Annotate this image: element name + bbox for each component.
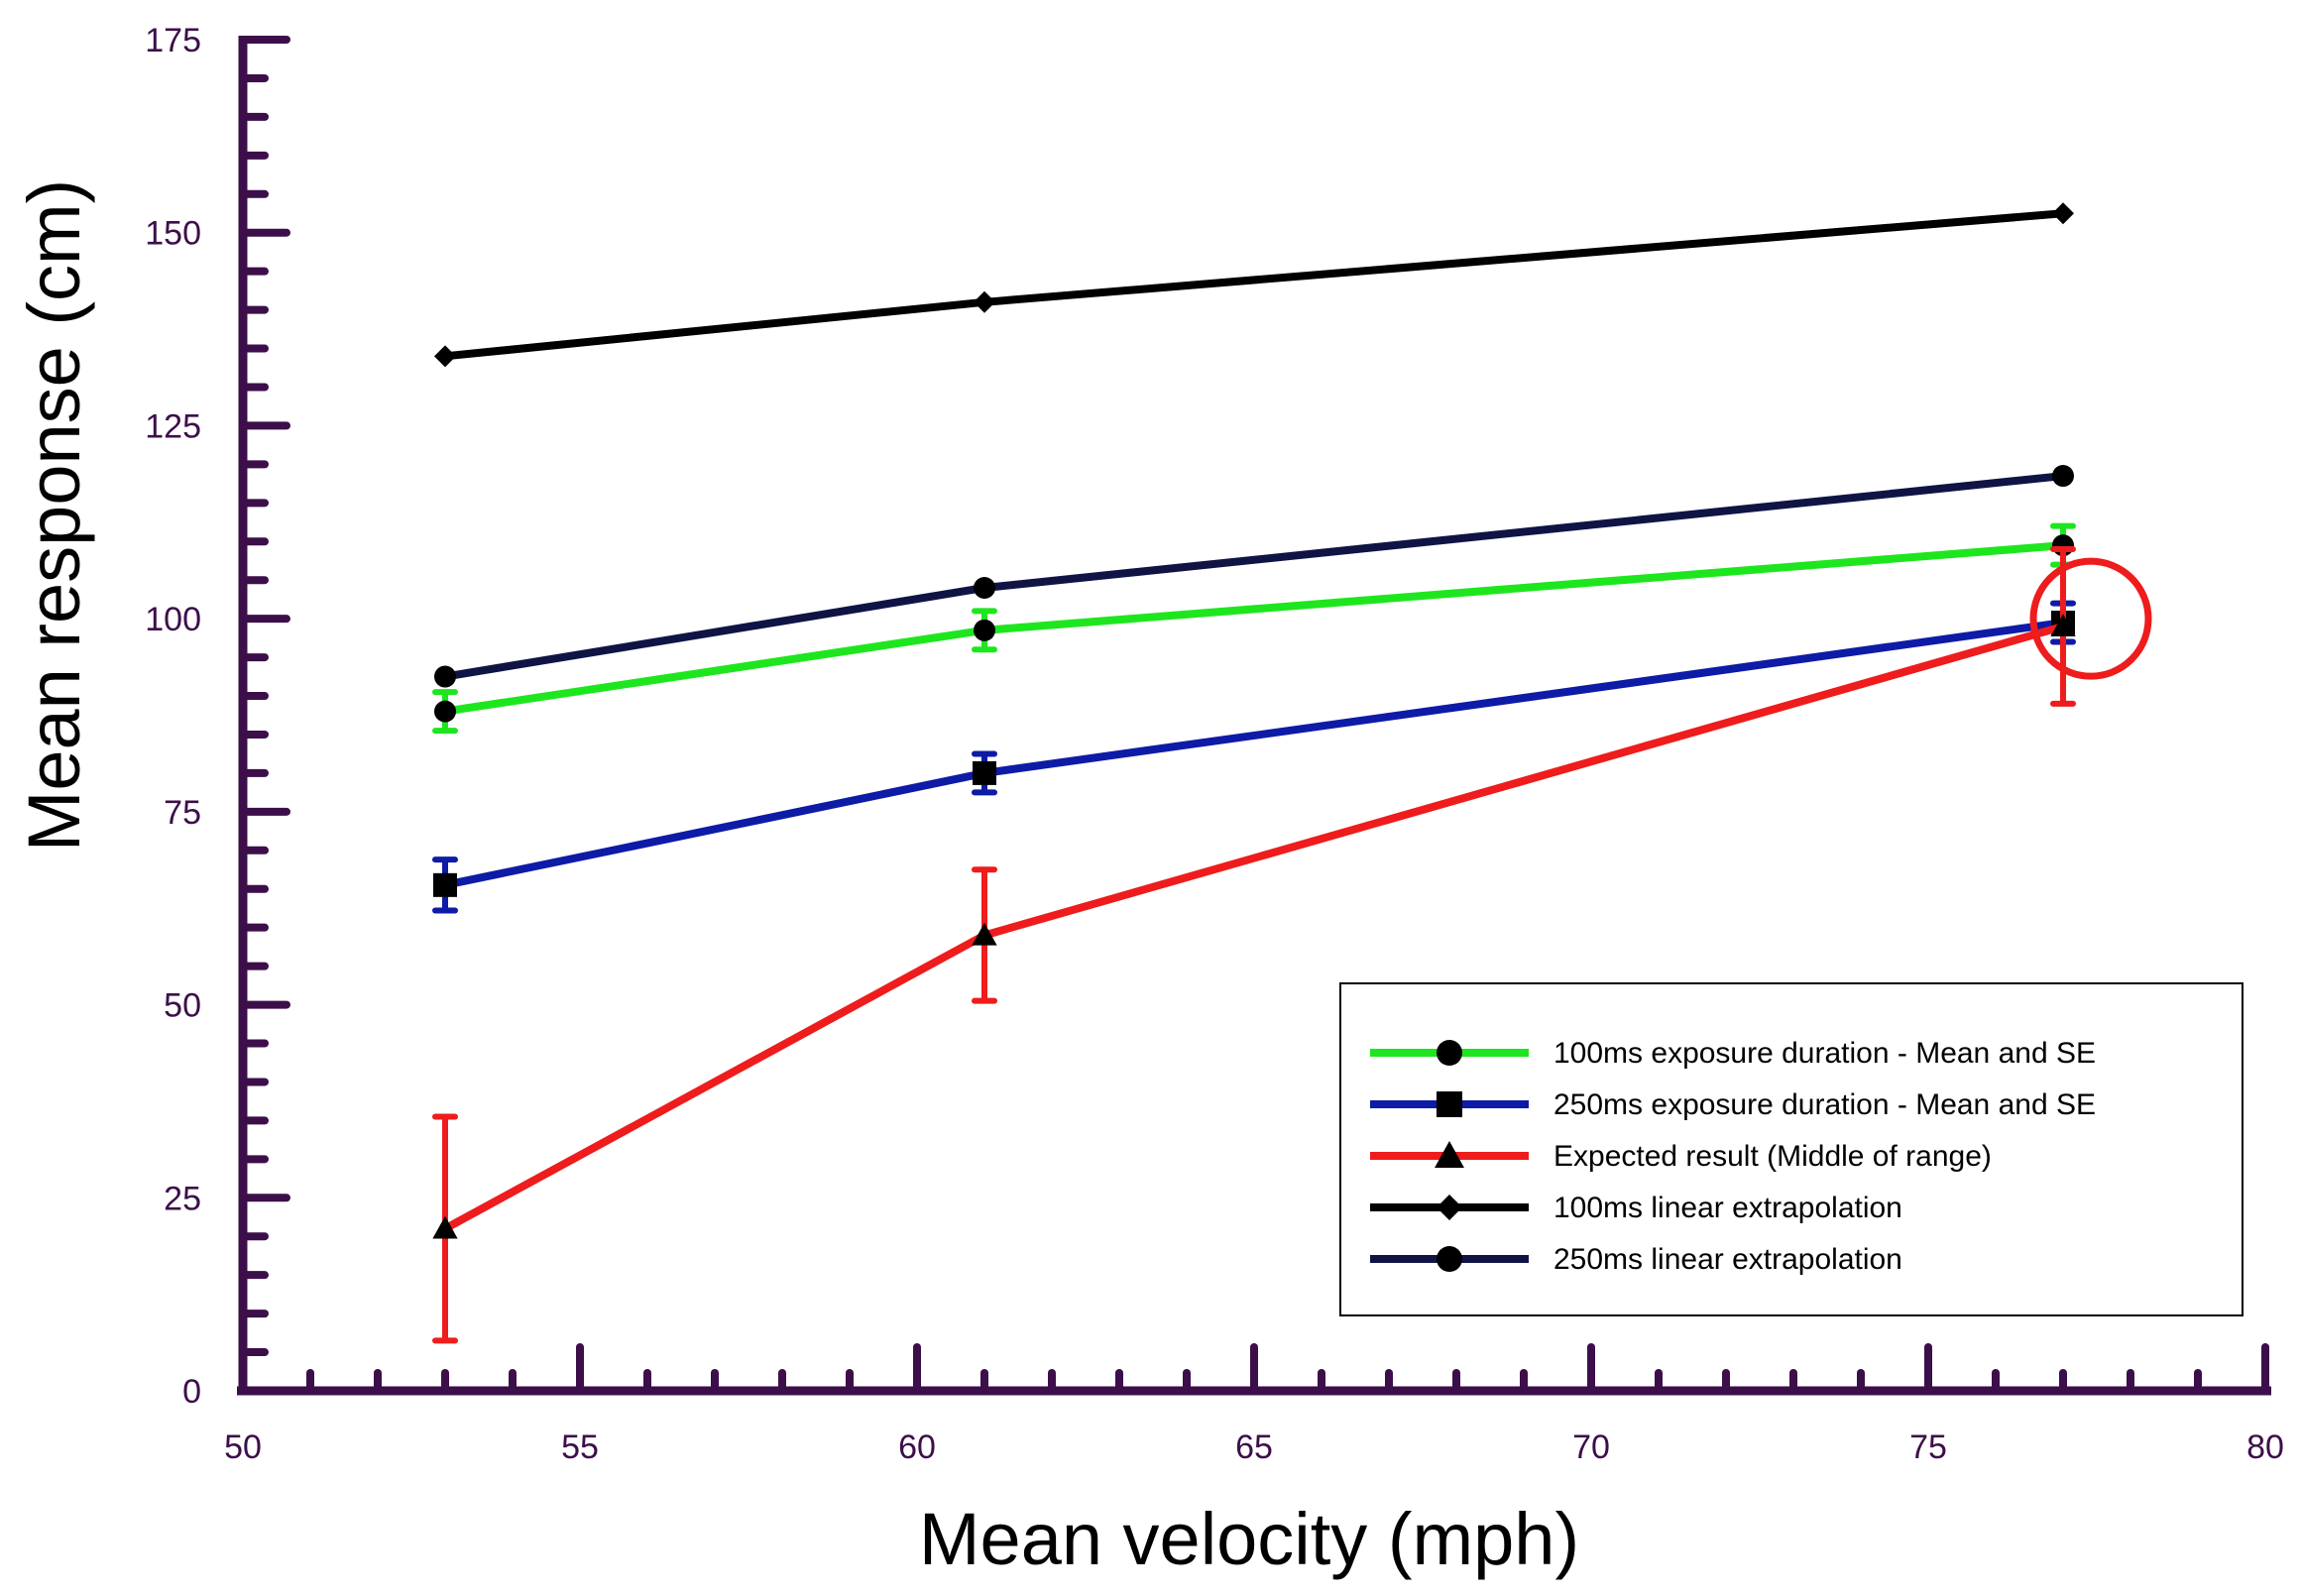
data-point	[2050, 614, 2076, 637]
data-point	[973, 760, 996, 785]
data-point	[2052, 465, 2074, 488]
y-tick-label: 100	[145, 601, 201, 638]
x-tick-label: 75	[1909, 1428, 1947, 1466]
x-tick-label: 60	[898, 1428, 936, 1466]
highlight-circle	[2029, 557, 2152, 680]
series-line	[444, 541, 2064, 716]
x-tick-label: 55	[561, 1428, 599, 1466]
legend-label: 250ms linear extrapolation	[1553, 1243, 1902, 1276]
series-line	[444, 619, 2064, 889]
x-axis: 50 55 60 65 70 75 80	[224, 1343, 2284, 1466]
legend-marker	[1435, 1141, 1464, 1168]
legend-marker	[1437, 1195, 1462, 1220]
annotation-layer	[2029, 557, 2152, 680]
legend-item: 250ms linear extrapolation	[1370, 1243, 1902, 1276]
series-4	[434, 202, 2074, 368]
y-tick-label: 0	[182, 1373, 201, 1411]
legend-label: 100ms exposure duration - Mean and SE	[1553, 1037, 2096, 1070]
legend-item: 100ms linear extrapolation	[1370, 1192, 1902, 1224]
y-tick-label: 150	[145, 215, 201, 253]
x-tick-label: 80	[2246, 1428, 2284, 1466]
legend: 100ms exposure duration - Mean and SE 250…	[1339, 982, 2243, 1316]
legend-marker	[1437, 1040, 1462, 1066]
series-2	[432, 600, 2076, 914]
series-layer	[432, 202, 2076, 1344]
series-line	[444, 209, 2064, 361]
y-tick-label: 75	[164, 794, 201, 832]
data-point	[974, 290, 995, 313]
legend-marker	[1437, 1091, 1462, 1117]
legend-label: Expected result (Middle of range)	[1553, 1140, 1992, 1173]
y-tick-label: 50	[164, 987, 201, 1025]
y-axis-title: Mean response (cm)	[13, 179, 95, 853]
y-tick-label: 125	[145, 407, 201, 445]
data-point	[974, 576, 995, 599]
data-point	[974, 619, 995, 641]
y-tick-label: 175	[145, 22, 201, 59]
data-point	[434, 665, 456, 688]
series-3	[432, 546, 2076, 1344]
series-5	[434, 465, 2074, 688]
legend-marker	[1437, 1246, 1462, 1272]
x-tick-label: 70	[1572, 1428, 1610, 1466]
series-line	[444, 472, 2064, 681]
y-tick-label: 25	[164, 1180, 201, 1217]
legend-label: 100ms linear extrapolation	[1553, 1192, 1902, 1224]
y-axis: 0 25 50 75 100 125 150 175	[145, 22, 290, 1411]
x-tick-label: 65	[1235, 1428, 1273, 1466]
data-point	[434, 345, 456, 368]
legend-item: Expected result (Middle of range)	[1370, 1140, 1992, 1173]
legend-label: 250ms exposure duration - Mean and SE	[1553, 1088, 2096, 1121]
data-point	[433, 872, 457, 897]
x-axis-title: Mean velocity (mph)	[919, 1498, 1579, 1580]
data-point	[432, 1215, 458, 1239]
data-point	[972, 922, 997, 946]
legend-item: 250ms exposure duration - Mean and SE	[1370, 1088, 2096, 1121]
legend-item: 100ms exposure duration - Mean and SE	[1370, 1037, 2096, 1070]
x-tick-label: 50	[224, 1428, 262, 1466]
data-point	[2052, 202, 2074, 225]
data-point	[434, 700, 456, 723]
